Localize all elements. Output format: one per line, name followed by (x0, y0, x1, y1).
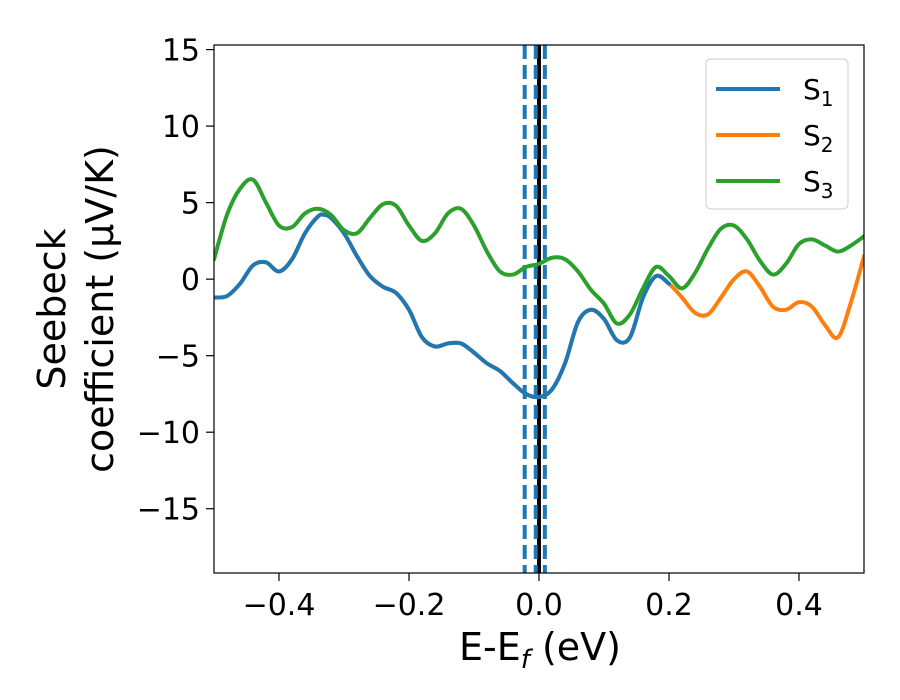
y-tick-label: 15 (162, 34, 200, 69)
legend-label-s3: S3 (803, 165, 834, 203)
x-axis-label: E-Ef (eV) (459, 625, 621, 675)
series-line-s3 (214, 177, 864, 326)
series-line-s1 (214, 212, 671, 400)
reference-lines (522, 45, 547, 573)
y-tick-label: 10 (162, 110, 200, 145)
y-axis-label-line2: coefficient (μV/K) (78, 145, 122, 473)
x-axis-label-unit: (eV) (530, 625, 621, 669)
legend: S1 S2 S3 (705, 58, 849, 210)
y-tick-label: −5 (156, 340, 200, 375)
y-axis-label-line1: Seebeck (30, 228, 74, 389)
legend-label-s1: S1 (803, 73, 834, 111)
x-tick-label: −0.4 (243, 588, 316, 623)
y-tick-label: 0 (181, 263, 200, 298)
x-axis-label-main: E-E (459, 625, 521, 669)
y-tick-label: −10 (137, 416, 200, 451)
x-tick-label: 0.2 (645, 588, 693, 623)
legend-label-s2: S2 (803, 119, 834, 157)
y-tick-label: −15 (137, 493, 200, 528)
x-tick-label: 0.4 (775, 588, 823, 623)
y-axis-ticks: −15 −10 −5 0 5 10 15 (137, 34, 214, 528)
y-tick-label: 5 (181, 187, 200, 222)
series-lines (214, 177, 864, 400)
x-axis-ticks: −0.4 −0.2 0.0 0.2 0.4 (243, 573, 823, 623)
x-tick-label: −0.2 (373, 588, 446, 623)
x-tick-label: 0.0 (515, 588, 563, 623)
